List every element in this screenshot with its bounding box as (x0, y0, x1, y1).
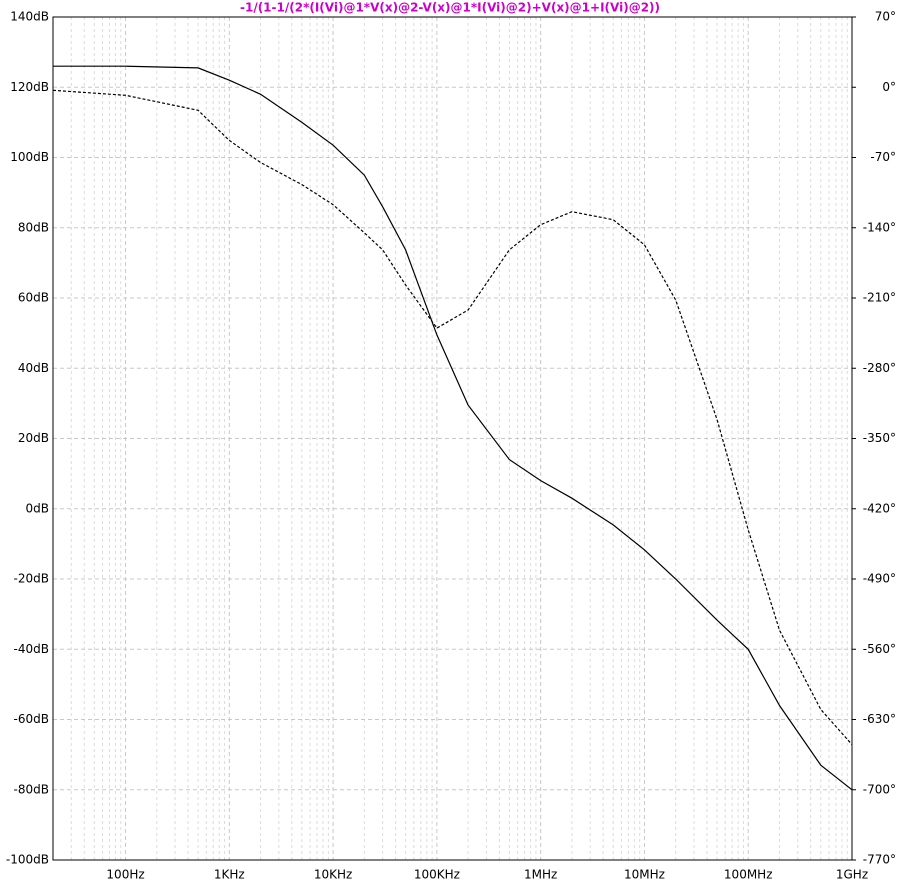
y2-tick-label: -560° (863, 642, 896, 656)
y-tick-label: 0dB (26, 501, 49, 515)
y-tick-label: -40dB (14, 642, 49, 656)
y-tick-label: -100dB (6, 853, 49, 867)
y2-tick-label: -140° (863, 220, 896, 234)
y2-tick-label: -770° (863, 853, 896, 867)
plot-frame (52, 16, 853, 861)
y2-tick-label: -280° (863, 361, 896, 375)
y-tick-label: -80dB (14, 782, 49, 796)
x-tick-label: 1KHz (214, 868, 245, 882)
y-tick-label: 140dB (10, 10, 49, 24)
x-tick-label: 100KHz (414, 868, 460, 882)
y2-tick-label: -70° (870, 150, 896, 164)
y-tick-label: -60dB (14, 712, 49, 726)
y-tick-label: 120dB (10, 80, 49, 94)
series-line (52, 89, 853, 745)
x-tick-label: 100Hz (106, 868, 144, 882)
y2-tick-label: 0° (882, 80, 896, 94)
x-tick-label: 1MHz (524, 868, 557, 882)
y-tick-label: 80dB (18, 220, 49, 234)
y-tick-label: -20dB (14, 572, 49, 586)
y2-tick-label: -350° (863, 431, 896, 445)
x-tick-label: 100MHz (724, 868, 773, 882)
y-tick-label: 20dB (18, 431, 49, 445)
y2-tick-label: -700° (863, 782, 896, 796)
x-tick-label: 10KHz (314, 868, 352, 882)
y2-tick-label: -630° (863, 712, 896, 726)
chart-title: -1/(1-1/(2*(I(Vi)@1*V(x)@2-V(x)@1*I(Vi)@… (240, 1, 660, 15)
y2-tick-label: -420° (863, 501, 896, 515)
y2-tick-label: -490° (863, 572, 896, 586)
y2-tick-label: -210° (863, 291, 896, 305)
y-tick-label: 60dB (18, 291, 49, 305)
series-line (53, 65, 853, 791)
y-tick-label: 40dB (18, 361, 49, 375)
y-tick-label: 100dB (10, 150, 49, 164)
x-tick-label: 1GHz (836, 868, 868, 882)
y2-tick-label: 70° (875, 10, 896, 24)
x-tick-label: 10MHz (624, 868, 665, 882)
